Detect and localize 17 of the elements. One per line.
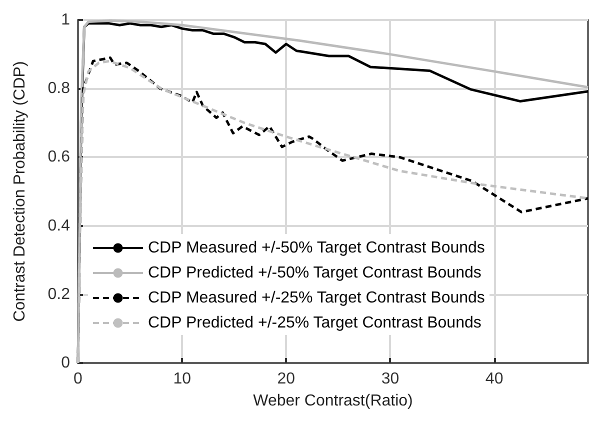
x-tick-label: 40 — [485, 370, 504, 388]
x-tick-label: 0 — [74, 370, 83, 388]
x-axis-title: Weber Contrast(Ratio) — [253, 392, 413, 410]
y-tick-label: 0.4 — [48, 217, 70, 234]
legend-label: CDP Measured +/-50% Target Contrast Bounds — [148, 240, 485, 256]
y-tick-label: 0.8 — [48, 80, 70, 98]
legend-label: CDP Measured +/-25% Target Contrast Bounds — [148, 290, 485, 306]
y-tick-label: 1 — [61, 12, 70, 28]
x-tick-label: 10 — [173, 370, 192, 388]
y-tick-label: 0.2 — [48, 286, 70, 303]
legend-label: CDP Predicted +/-50% Target Contrast Bounds — [148, 264, 482, 282]
x-tick-label: 30 — [381, 370, 400, 388]
x-tick-label: 20 — [277, 370, 296, 388]
y-tick-label: 0 — [61, 354, 70, 372]
y-axis-title: Contrast Detection Probability (CDP) — [12, 61, 28, 322]
legend-label: CDP Predicted +/-25% Target Contrast Bounds — [148, 314, 482, 332]
y-tick-label: 0.6 — [48, 148, 70, 166]
